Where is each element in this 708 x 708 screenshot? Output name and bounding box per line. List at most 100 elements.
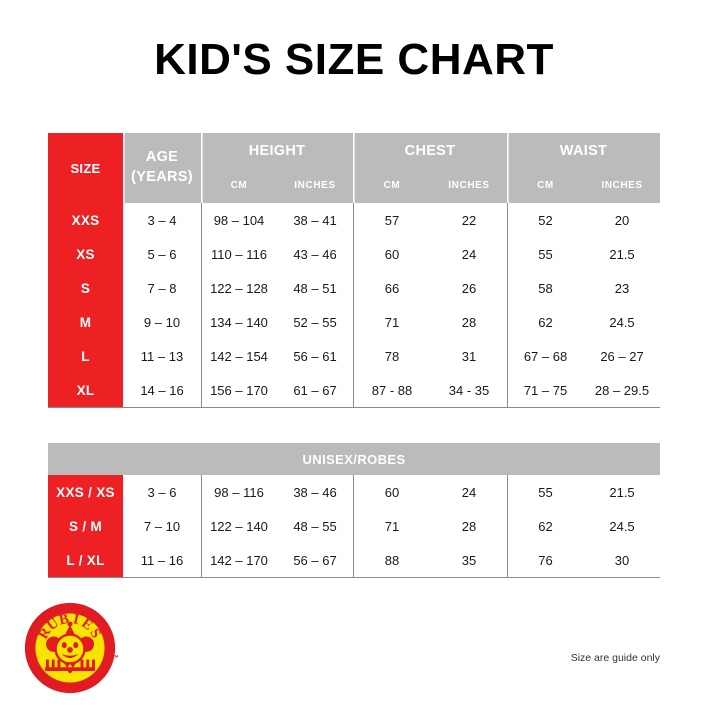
table-row: XS 5 – 6 110 – 116 43 – 46 60 24 55 21.5	[48, 237, 661, 271]
cell-waist-in: 24.5	[584, 509, 661, 543]
header-height-inches: INCHES	[277, 169, 353, 203]
cell-age: 3 – 6	[123, 475, 201, 509]
kids-size-chart-table: SIZE AGE (YEARS) HEIGHT CHEST WAIST CM I…	[48, 133, 661, 408]
cell-chest-cm: 66	[353, 271, 431, 305]
row-size-label: XS	[48, 237, 123, 271]
cell-age: 9 – 10	[123, 305, 201, 339]
cell-waist-cm: 58	[507, 271, 584, 305]
header-age-line2: (YEARS)	[131, 169, 193, 185]
header-age-line1: AGE	[145, 149, 179, 166]
cell-chest-in: 26	[431, 271, 507, 305]
cell-age: 11 – 13	[123, 339, 201, 373]
unisex-robes-title-row: UNISEX/ROBES	[48, 443, 661, 475]
cell-waist-cm: 55	[507, 475, 584, 509]
table-row: S / M 7 – 10 122 – 140 48 – 55 71 28 62 …	[48, 509, 661, 543]
cell-height-in: 38 – 41	[277, 203, 353, 237]
cell-waist-cm: 62	[507, 305, 584, 339]
cell-waist-in: 30	[584, 543, 661, 578]
cell-chest-in: 34 - 35	[431, 373, 507, 408]
row-size-label: M	[48, 305, 123, 339]
cell-waist-in: 26 – 27	[584, 339, 661, 373]
row-size-label: S	[48, 271, 123, 305]
cell-waist-in: 24.5	[584, 305, 661, 339]
cell-age: 11 – 16	[123, 543, 201, 578]
cell-waist-cm: 62	[507, 509, 584, 543]
table-row: S 7 – 8 122 – 128 48 – 51 66 26 58 23	[48, 271, 661, 305]
cell-height-cm: 156 – 170	[201, 373, 277, 408]
cell-height-in: 38 – 46	[277, 475, 353, 509]
cell-height-cm: 142 – 154	[201, 339, 277, 373]
svg-text:B: B	[58, 611, 71, 629]
cell-height-cm: 142 – 170	[201, 543, 277, 578]
table-row: XXS 3 – 4 98 – 104 38 – 41 57 22 52 20	[48, 203, 661, 237]
cell-height-in: 56 – 67	[277, 543, 353, 578]
cell-age: 14 – 16	[123, 373, 201, 408]
cell-height-cm: 98 – 104	[201, 203, 277, 237]
cell-height-cm: 134 – 140	[201, 305, 277, 339]
cell-height-in: 61 – 67	[277, 373, 353, 408]
cell-chest-cm: 78	[353, 339, 431, 373]
row-size-label: XXS / XS	[48, 475, 123, 509]
header-size: SIZE	[48, 133, 123, 203]
header-waist-cm: CM	[507, 169, 584, 203]
rubies-logo: R U B I E S	[22, 600, 118, 696]
page-title: KID'S SIZE CHART	[154, 35, 554, 84]
footer-note: Size are guide only	[570, 652, 660, 664]
cell-waist-cm: 76	[507, 543, 584, 578]
cell-waist-cm: 52	[507, 203, 584, 237]
cell-chest-cm: 60	[353, 237, 431, 271]
cell-age: 5 – 6	[123, 237, 201, 271]
cell-height-cm: 122 – 140	[201, 509, 277, 543]
table-row: M 9 – 10 134 – 140 52 – 55 71 28 62 24.5	[48, 305, 661, 339]
cell-chest-cm: 88	[353, 543, 431, 578]
row-size-label: L / XL	[48, 543, 123, 578]
cell-waist-cm: 55	[507, 237, 584, 271]
table-row: L 11 – 13 142 – 154 56 – 61 78 31 67 – 6…	[48, 339, 661, 373]
header-age: AGE (YEARS)	[123, 133, 201, 203]
cell-chest-in: 22	[431, 203, 507, 237]
table-header-unit-row: CM INCHES CM INCHES CM INCHES	[48, 169, 661, 203]
row-size-label: L	[48, 339, 123, 373]
cell-waist-cm: 67 – 68	[507, 339, 584, 373]
header-group-waist: WAIST	[507, 133, 661, 169]
cell-age: 3 – 4	[123, 203, 201, 237]
cell-height-in: 48 – 51	[277, 271, 353, 305]
cell-chest-in: 24	[431, 237, 507, 271]
cell-age: 7 – 8	[123, 271, 201, 305]
cell-waist-in: 21.5	[584, 475, 661, 509]
cell-height-in: 56 – 61	[277, 339, 353, 373]
cell-chest-in: 24	[431, 475, 507, 509]
table-header-group-row: SIZE AGE (YEARS) HEIGHT CHEST WAIST	[48, 133, 661, 203]
header-group-height: HEIGHT	[201, 133, 353, 169]
cell-chest-cm: 57	[353, 203, 431, 237]
unisex-robes-title: UNISEX/ROBES	[48, 443, 661, 475]
table-row: L / XL 11 – 16 142 – 170 56 – 67 88 35 7…	[48, 543, 661, 578]
cell-chest-in: 31	[431, 339, 507, 373]
cell-height-in: 43 – 46	[277, 237, 353, 271]
row-size-label: XXS	[48, 203, 123, 237]
table-row: XL 14 – 16 156 – 170 61 – 67 87 - 88 34 …	[48, 373, 661, 408]
cell-height-in: 48 – 55	[277, 509, 353, 543]
cell-height-cm: 98 – 116	[201, 475, 277, 509]
header-group-chest: CHEST	[353, 133, 507, 169]
cell-chest-cm: 71	[353, 509, 431, 543]
cell-chest-in: 28	[431, 305, 507, 339]
header-height-cm: CM	[201, 169, 277, 203]
header-chest-inches: INCHES	[431, 169, 507, 203]
cell-waist-in: 20	[584, 203, 661, 237]
cell-chest-in: 35	[431, 543, 507, 578]
cell-chest-cm: 71	[353, 305, 431, 339]
cell-chest-cm: 87 - 88	[353, 373, 431, 408]
header-waist-inches: INCHES	[584, 169, 661, 203]
cell-height-in: 52 – 55	[277, 305, 353, 339]
cell-waist-cm: 71 – 75	[507, 373, 584, 408]
cell-height-cm: 110 – 116	[201, 237, 277, 271]
cell-waist-in: 28 – 29.5	[584, 373, 661, 408]
logo-trademark-icon: ™	[112, 655, 119, 662]
cell-waist-in: 21.5	[584, 237, 661, 271]
cell-waist-in: 23	[584, 271, 661, 305]
table-row: XXS / XS 3 – 6 98 – 116 38 – 46 60 24 55…	[48, 475, 661, 509]
cell-chest-cm: 60	[353, 475, 431, 509]
cell-age: 7 – 10	[123, 509, 201, 543]
row-size-label: XL	[48, 373, 123, 408]
